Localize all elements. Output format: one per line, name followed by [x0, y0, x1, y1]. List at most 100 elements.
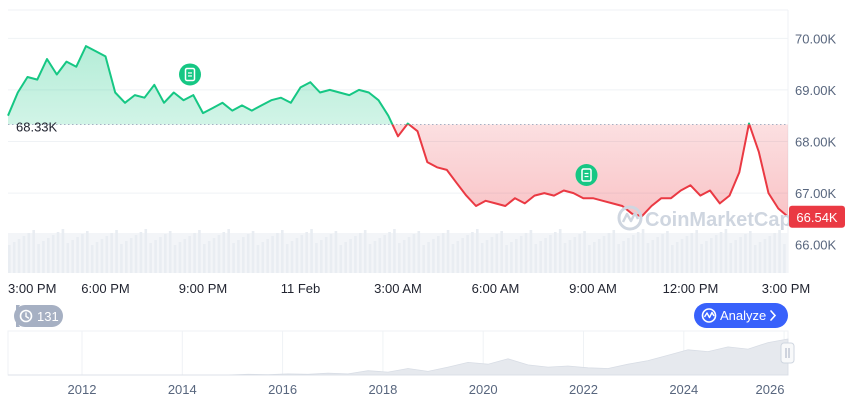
volume-bar [500, 231, 503, 273]
volume-bar [427, 242, 430, 273]
volume-bar [354, 236, 357, 273]
volume-bar [563, 243, 567, 273]
series-line-up [7, 45, 751, 125]
volume-bar [290, 241, 294, 273]
volume-bar [641, 229, 645, 273]
navigator-year-label: 2018 [368, 382, 397, 397]
document-icon [581, 168, 592, 182]
navigator-history-area [8, 338, 789, 376]
volume-bar [378, 238, 382, 273]
coinmarketcap-logo-icon [617, 205, 643, 231]
volume-bar [485, 240, 489, 273]
navigator-year-label: 2014 [168, 382, 197, 397]
volume-bar [178, 242, 182, 273]
y-tick-label: 68.00K [795, 135, 837, 150]
volume-bar [685, 236, 689, 273]
range-navigator[interactable]: 2012 2014 2016 2018 2020 2022 2024 2026 [7, 330, 795, 397]
current-price-label: 66.54K [796, 210, 838, 225]
volume-bar [656, 237, 659, 273]
volume-bars [8, 229, 788, 273]
analyze-label: Analyze [720, 308, 766, 323]
volume-bar [222, 232, 226, 273]
volume-bar [778, 230, 781, 273]
volume-bar [227, 229, 230, 273]
volume-bar [8, 245, 11, 273]
volume-bar [329, 234, 333, 273]
volume-bar [71, 240, 74, 273]
volume-bar [773, 233, 776, 273]
volume-bar [407, 237, 411, 273]
navigator-years: 2012 2014 2016 2018 2020 2022 2024 2026 [68, 382, 785, 397]
navigator-year-label: 2026 [756, 382, 785, 397]
volume-bar [266, 239, 269, 273]
volume-bar [505, 245, 508, 273]
volume-bar [193, 233, 196, 273]
volume-bar [334, 231, 338, 273]
volume-bar [120, 244, 123, 273]
volume-bar [461, 238, 464, 273]
volume-bar [368, 244, 372, 273]
volume-bar [441, 233, 445, 273]
volume-bar [86, 231, 89, 273]
volume-bar [188, 236, 191, 273]
volume-bar [66, 243, 70, 273]
volume-bar [719, 232, 723, 273]
volume-bar [729, 243, 733, 273]
volume-bar [558, 229, 562, 273]
volume-bar [758, 242, 762, 273]
volume-bar [276, 233, 279, 273]
volume-bar [105, 236, 109, 273]
volume-bar [617, 244, 620, 273]
watermark: CoinMarketCap [617, 205, 792, 231]
annotation-marker[interactable] [179, 63, 201, 86]
volume-bar [310, 229, 313, 273]
volume-bar [251, 231, 255, 273]
volume-bar [422, 245, 425, 273]
y-tick-label: 70.00K [795, 31, 837, 46]
volume-bar [554, 232, 557, 273]
volume-bar [627, 238, 630, 273]
volume-bar [480, 243, 484, 273]
volume-bar [51, 235, 55, 273]
volume-bar [324, 237, 328, 273]
baseline-label: 68.33K [16, 119, 58, 134]
drag-handle-icon[interactable] [780, 342, 795, 364]
volume-bar [607, 233, 611, 273]
volume-bar [412, 234, 416, 273]
annotations[interactable] [179, 63, 598, 187]
volume-bar [217, 235, 221, 273]
x-tick-label: 3:00 AM [374, 281, 422, 296]
navigator-year-label: 2012 [68, 382, 97, 397]
volume-bar [149, 243, 152, 273]
price-line [7, 45, 789, 218]
volume-bar [168, 231, 172, 273]
pulse-icon [701, 308, 717, 323]
volume-bar [510, 242, 513, 273]
volume-bar [675, 242, 679, 273]
volume-bar [632, 235, 635, 273]
volume-bar [349, 239, 352, 273]
analyze-button[interactable]: Analyze [694, 303, 788, 328]
volume-bar [456, 241, 460, 273]
volume-bar [588, 245, 591, 273]
document-shape [581, 168, 592, 182]
x-axis: 3:00 PM 6:00 PM 9:00 PM 11 Feb 3:00 AM 6:00 A… [8, 281, 810, 296]
volume-bar [763, 239, 767, 273]
volume-bar [700, 244, 703, 273]
x-tick-label: 3:00 PM [762, 281, 810, 296]
volume-bar [56, 232, 60, 273]
annotation-marker[interactable] [575, 164, 598, 187]
volume-bar [690, 233, 694, 273]
volume-bar [519, 236, 523, 273]
volume-bar [134, 235, 138, 273]
x-tick-label: 9:00 AM [569, 281, 617, 296]
volume-bar [466, 235, 469, 273]
volume-bar [344, 242, 347, 273]
volume-bar [373, 241, 377, 273]
volume-bar [144, 229, 148, 273]
volume-bar [739, 237, 742, 273]
history-badge[interactable]: 131 [14, 305, 63, 327]
volume-bar [573, 237, 577, 273]
volume-bar [232, 243, 235, 273]
